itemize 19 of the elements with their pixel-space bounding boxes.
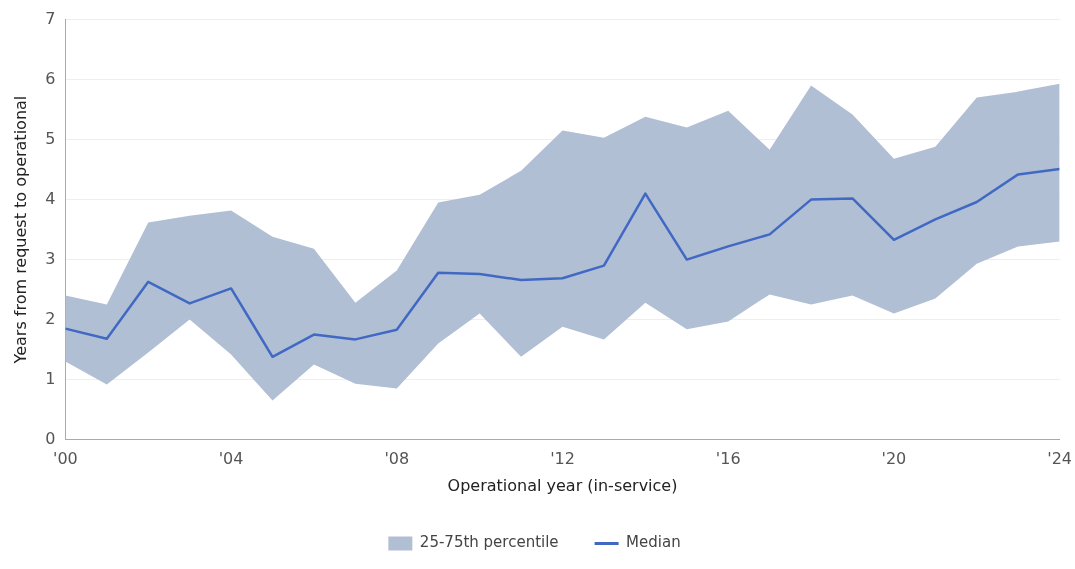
y-tick-label: 2 [45, 308, 56, 328]
y-tick-label: 6 [45, 68, 56, 88]
y-tick-label: 0 [45, 428, 56, 448]
x-tick-label: '04 [218, 449, 244, 469]
y-tick-label: 3 [45, 248, 56, 268]
x-tick-label: '24 [1047, 449, 1072, 469]
y-tick-label: 5 [45, 128, 56, 148]
legend-label: Median [626, 533, 681, 552]
y-tick-label: 7 [45, 8, 56, 28]
x-tick-label: '08 [384, 449, 410, 469]
y-tick-label: 1 [45, 368, 56, 388]
x-tick-label: '00 [53, 449, 78, 469]
x-tick-label: '16 [715, 449, 741, 469]
y-tick-label: 4 [45, 188, 56, 208]
legend-label: 25-75th percentile [419, 533, 559, 552]
x-tick-label: '20 [881, 449, 907, 469]
x-axis-title: Operational year (in-service) [447, 475, 678, 495]
y-axis-title: Years from request to operational [10, 95, 30, 365]
x-tick-label: '12 [550, 449, 575, 469]
